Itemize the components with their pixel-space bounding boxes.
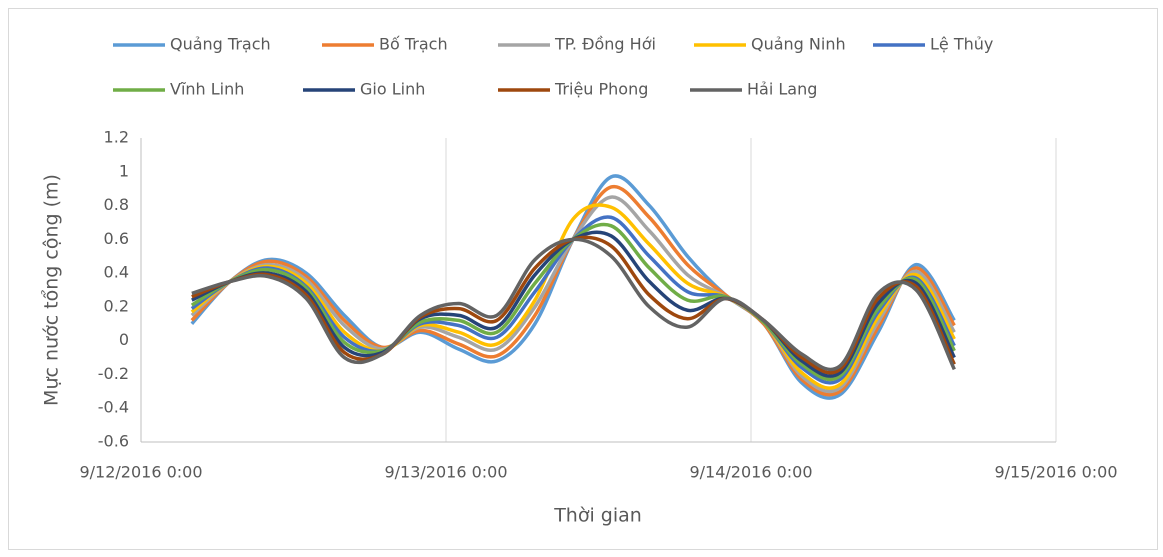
- legend-label: Triệu Phong: [554, 80, 648, 99]
- y-tick-label: -0.6: [98, 432, 129, 451]
- legend-label: Vĩnh Linh: [170, 80, 244, 99]
- legend-label: TP. Đồng Hới: [554, 35, 656, 54]
- x-tick-label: 9/15/2016 0:00: [994, 463, 1117, 482]
- x-tick-label: 9/12/2016 0:00: [79, 463, 202, 482]
- legend-label: Lệ Thủy: [930, 35, 993, 54]
- chart-frame: [8, 8, 1158, 550]
- y-tick-label: 0: [119, 330, 129, 349]
- x-axis-title: Thời gian: [553, 505, 642, 527]
- legend-label: Gio Linh: [360, 80, 425, 99]
- legend-label: Quảng Trạch: [170, 35, 271, 54]
- y-tick-label: 0.8: [104, 195, 129, 214]
- x-tick-label: 9/13/2016 0:00: [384, 463, 507, 482]
- series-line: [190, 203, 956, 390]
- legend-label: Quảng Ninh: [751, 35, 846, 54]
- y-tick-label: 0.6: [104, 229, 129, 248]
- y-tick-label: 0.2: [104, 296, 129, 315]
- legend-label: Hải Lang: [747, 80, 817, 99]
- x-tick-label: 9/14/2016 0:00: [689, 463, 812, 482]
- y-tick-label: 1: [119, 161, 129, 180]
- legend-label: Bố Trạch: [379, 35, 448, 54]
- y-tick-label: -0.4: [98, 398, 129, 417]
- series-line: [191, 237, 956, 372]
- y-tick-label: 0.4: [104, 263, 129, 282]
- y-axis-title: Mực nước tổng cộng (m): [41, 174, 63, 406]
- y-tick-label: -0.2: [98, 364, 129, 383]
- y-tick-label: 1.2: [104, 128, 129, 147]
